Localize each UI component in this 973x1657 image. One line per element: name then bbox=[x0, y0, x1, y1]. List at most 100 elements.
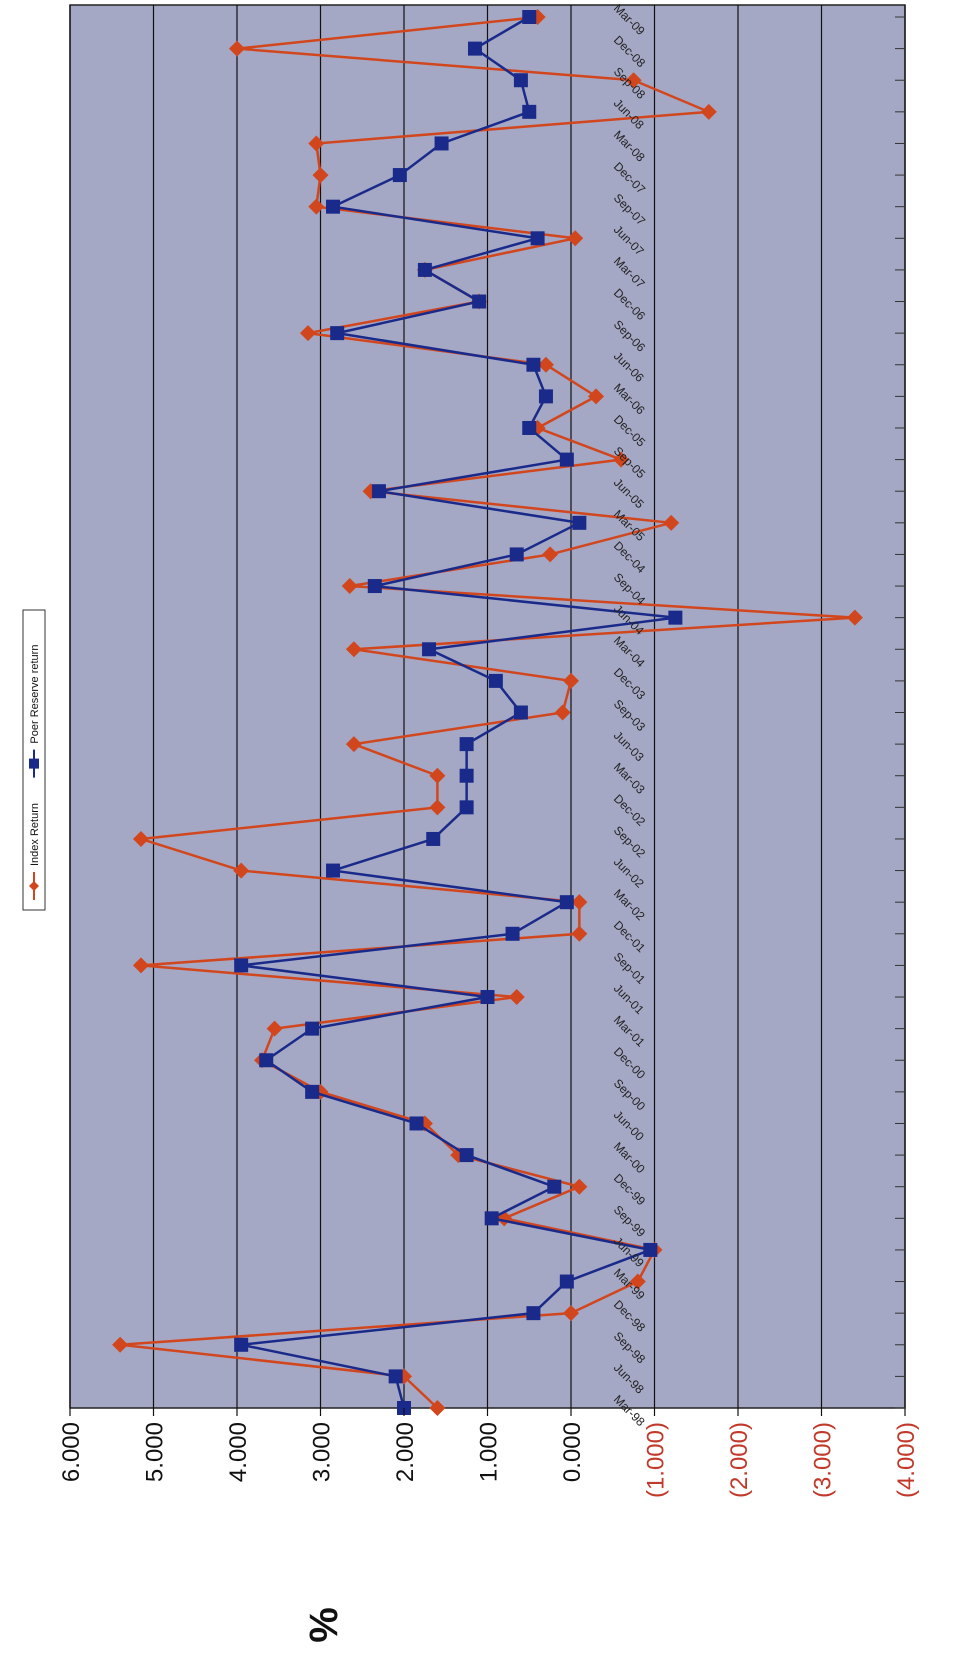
data-point bbox=[554, 704, 571, 721]
legend-label: Index Return bbox=[29, 803, 41, 866]
legend-label: Poer Reserve return bbox=[29, 645, 41, 744]
y-axis: 6.000 5.000 4.000 3.000 2.000 1.000 0.000 (1.00… bbox=[58, 1408, 920, 1498]
data-point bbox=[308, 135, 325, 152]
y-tick-label: 6.000 bbox=[58, 1422, 85, 1482]
data-point bbox=[522, 104, 537, 119]
data-point bbox=[513, 73, 528, 88]
data-point bbox=[547, 1179, 562, 1194]
y-tick-label: 2.000 bbox=[392, 1422, 419, 1482]
data-point bbox=[846, 609, 863, 626]
data-point bbox=[480, 990, 495, 1005]
data-point bbox=[538, 389, 553, 404]
data-point bbox=[345, 736, 362, 753]
data-point bbox=[526, 357, 541, 372]
data-point bbox=[266, 1020, 283, 1037]
data-point bbox=[509, 547, 524, 562]
data-point bbox=[567, 230, 584, 247]
y-tick-label: (2.000) bbox=[726, 1422, 753, 1498]
data-point bbox=[588, 388, 605, 405]
legend-swatch-marker bbox=[29, 881, 39, 891]
data-point bbox=[434, 136, 449, 151]
data-point bbox=[112, 1336, 129, 1353]
data-point bbox=[305, 1084, 320, 1099]
data-point bbox=[429, 1400, 446, 1416]
data-point bbox=[326, 199, 341, 214]
y-tick-label: (4.000) bbox=[893, 1422, 920, 1498]
data-point bbox=[505, 926, 520, 941]
data-point bbox=[459, 768, 474, 783]
data-point bbox=[417, 262, 432, 277]
data-point bbox=[392, 168, 407, 183]
data-point bbox=[537, 356, 554, 373]
data-point bbox=[572, 515, 587, 530]
data-point bbox=[522, 10, 537, 24]
data-point bbox=[668, 610, 683, 625]
data-point bbox=[233, 862, 250, 879]
data-point bbox=[559, 1274, 574, 1289]
data-point bbox=[700, 103, 717, 120]
data-point bbox=[132, 830, 149, 847]
y-tick-label: 3.000 bbox=[309, 1422, 336, 1482]
data-point bbox=[663, 514, 680, 531]
data-point bbox=[459, 1148, 474, 1163]
data-point bbox=[508, 989, 525, 1006]
data-point bbox=[234, 958, 249, 973]
data-point bbox=[299, 325, 316, 342]
legend-box-group: Index Return Poer Reserve return bbox=[22, 609, 46, 911]
y-axis-title: % bbox=[302, 1607, 346, 1643]
data-point bbox=[613, 451, 630, 468]
data-point bbox=[559, 452, 574, 467]
data-point bbox=[330, 326, 345, 341]
data-point bbox=[259, 1053, 274, 1068]
data-point bbox=[429, 767, 446, 784]
data-point bbox=[234, 1337, 249, 1352]
legend-item: Poer Reserve return bbox=[29, 645, 41, 778]
data-point bbox=[308, 198, 325, 215]
data-point bbox=[559, 895, 574, 910]
data-point bbox=[305, 1021, 320, 1036]
data-point bbox=[571, 894, 588, 911]
y-tick-label: 1.000 bbox=[476, 1422, 503, 1482]
y-tick-label: 5.000 bbox=[142, 1422, 169, 1482]
data-point bbox=[388, 1369, 403, 1384]
data-point bbox=[629, 1273, 646, 1290]
data-point bbox=[488, 673, 503, 688]
data-point bbox=[526, 1306, 541, 1321]
data-point bbox=[409, 1116, 424, 1131]
plot-area bbox=[69, 4, 906, 1416]
legend-swatch-marker bbox=[29, 758, 39, 769]
data-point bbox=[371, 484, 386, 499]
data-point bbox=[229, 40, 245, 57]
y-tick-label: (3.000) bbox=[810, 1422, 837, 1498]
data-point bbox=[625, 72, 642, 89]
y-tick-label: 0.000 bbox=[559, 1422, 586, 1482]
data-point bbox=[571, 1178, 588, 1195]
data-point bbox=[513, 705, 528, 720]
legend-item: Index Return bbox=[29, 803, 41, 900]
legend: Index Return Poer Reserve return bbox=[22, 609, 46, 911]
data-point bbox=[326, 863, 341, 878]
data-point bbox=[367, 579, 382, 594]
data-point bbox=[459, 800, 474, 815]
data-point bbox=[563, 1305, 579, 1322]
data-point bbox=[571, 925, 588, 942]
y-tick-label: 4.000 bbox=[225, 1422, 252, 1482]
data-point bbox=[472, 294, 487, 309]
data-point bbox=[426, 831, 441, 846]
data-point bbox=[563, 672, 579, 689]
data-point bbox=[345, 641, 362, 658]
data-point bbox=[459, 737, 474, 752]
data-point bbox=[530, 231, 545, 246]
data-point bbox=[312, 167, 329, 184]
data-point bbox=[484, 1211, 499, 1226]
data-point bbox=[422, 642, 437, 657]
series-poer-reserve-return bbox=[234, 10, 683, 1415]
data-point bbox=[643, 1242, 658, 1257]
data-point bbox=[132, 957, 149, 974]
data-point bbox=[542, 546, 559, 563]
data-point bbox=[429, 799, 446, 816]
data-point bbox=[522, 420, 537, 435]
data-point bbox=[341, 578, 358, 595]
y-tick-label: (1.000) bbox=[643, 1422, 670, 1498]
